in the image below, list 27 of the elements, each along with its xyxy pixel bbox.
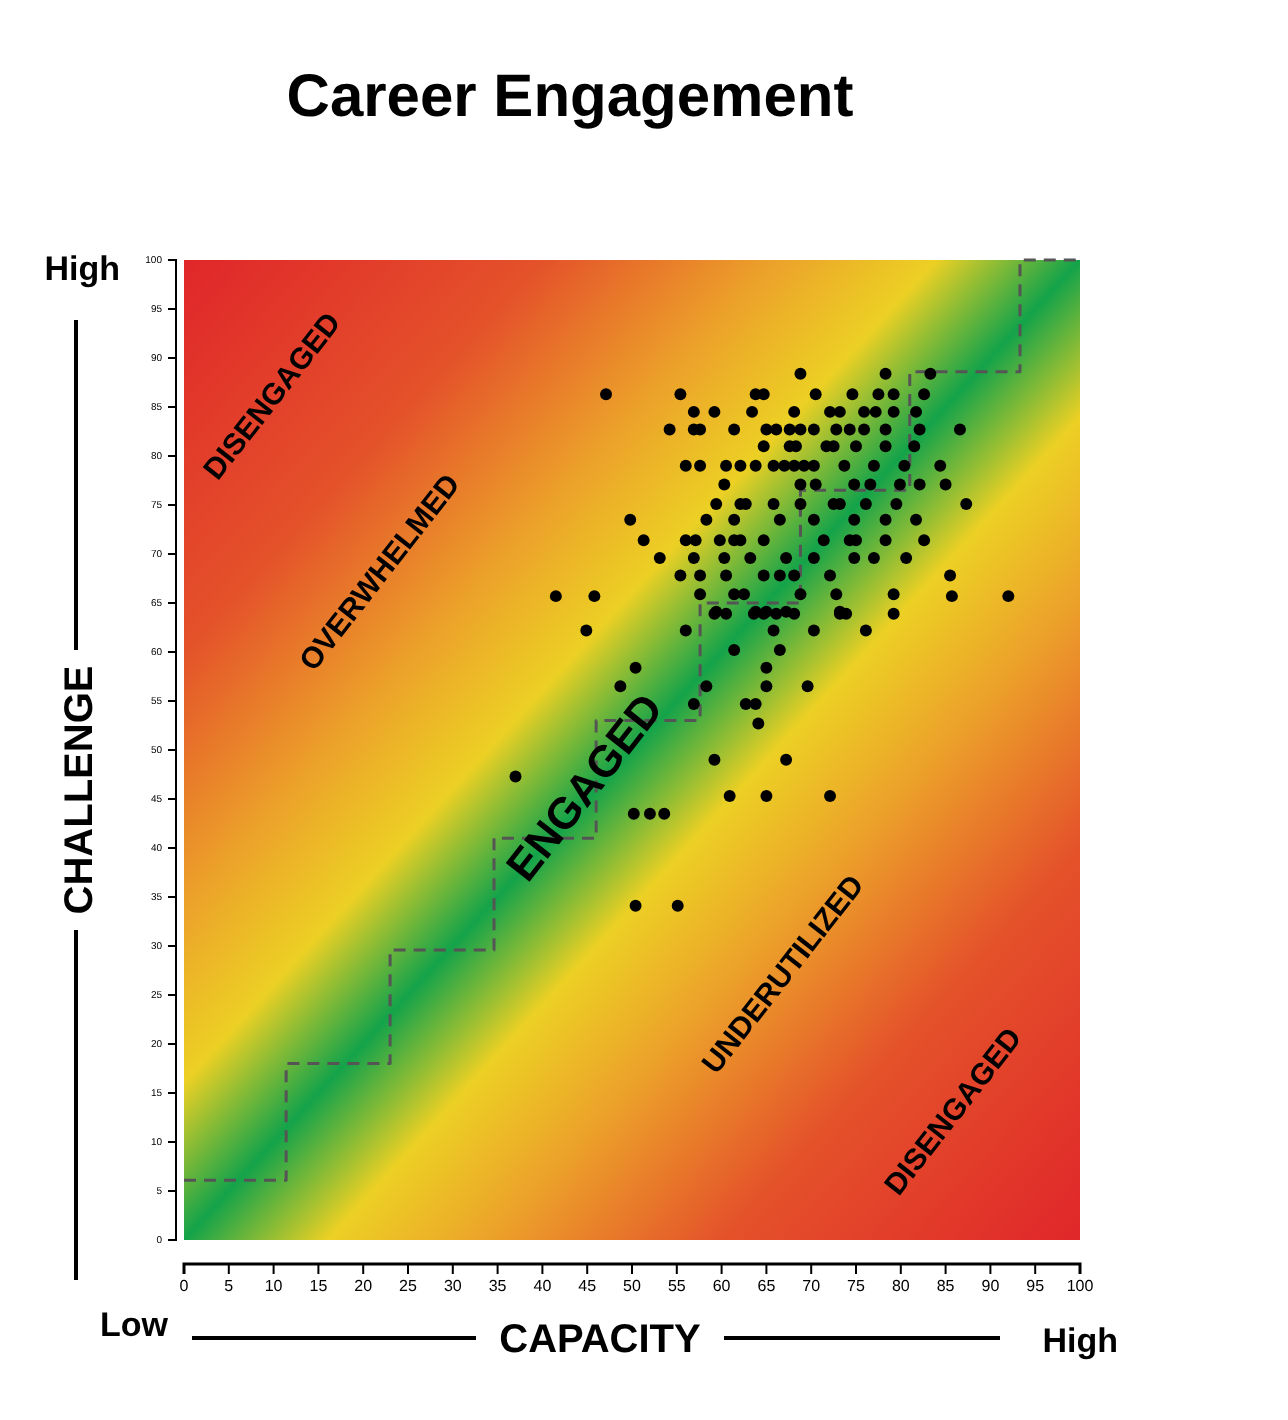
x-tick-label: 35 (488, 1277, 508, 1296)
text: High (1042, 1322, 1118, 1360)
x-tick-label: 45 (578, 1277, 598, 1296)
x-tick-label: 65 (757, 1277, 777, 1296)
x-tick-label: 20 (354, 1277, 374, 1296)
x-tick-label: 50 (623, 1277, 642, 1296)
x-tick-label: 15 (309, 1277, 329, 1296)
x-tick-label: 40 (533, 1277, 553, 1296)
x-tick-label: 80 (891, 1277, 911, 1296)
x-tick-label: 0 (179, 1277, 190, 1296)
x-tick-label: 30 (443, 1277, 463, 1296)
x-tick-label: 90 (981, 1277, 1001, 1296)
x-tick-label: 60 (712, 1277, 732, 1296)
x-tick-label: 10 (264, 1277, 284, 1296)
x-tick-label: 75 (847, 1277, 866, 1296)
x-tick-label: 95 (1026, 1277, 1046, 1296)
x-tick-label: 85 (936, 1277, 956, 1296)
x-tick-label: 25 (399, 1277, 418, 1296)
x-tick-label: 100 (1066, 1277, 1095, 1296)
text: High (44, 250, 120, 288)
text: Low (100, 1306, 170, 1344)
x-axis-title: CAPACITY (499, 1318, 703, 1362)
y-axis-title: CHALLENGE (58, 665, 102, 915)
x-tick-label: 70 (802, 1277, 822, 1296)
chart-title: Career Engagement (286, 64, 854, 130)
x-tick-label: 55 (667, 1277, 687, 1296)
x-tick-label: 5 (224, 1277, 235, 1296)
